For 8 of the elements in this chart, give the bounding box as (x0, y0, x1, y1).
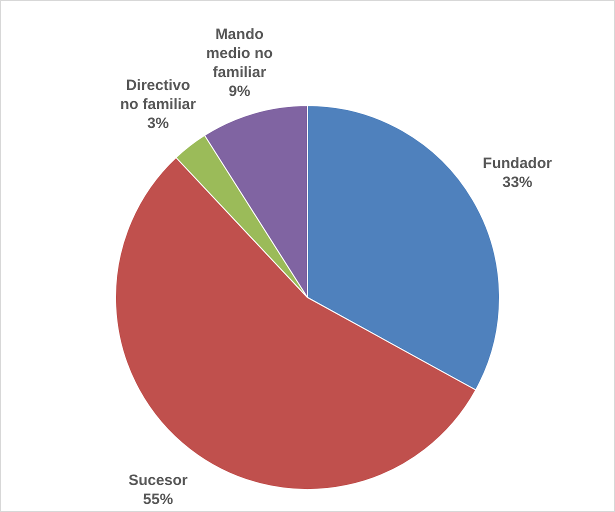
slice-label: Mando medio no familiar (206, 26, 273, 81)
data-label: 3% (147, 114, 169, 132)
data-label: 55% (143, 490, 174, 508)
slice-label: Fundador (482, 155, 552, 172)
slice-label: Directivo no familiar (120, 76, 196, 113)
data-label: 9% (228, 82, 250, 100)
slice-label: Sucesor (128, 472, 188, 489)
data-label: 33% (502, 174, 532, 192)
